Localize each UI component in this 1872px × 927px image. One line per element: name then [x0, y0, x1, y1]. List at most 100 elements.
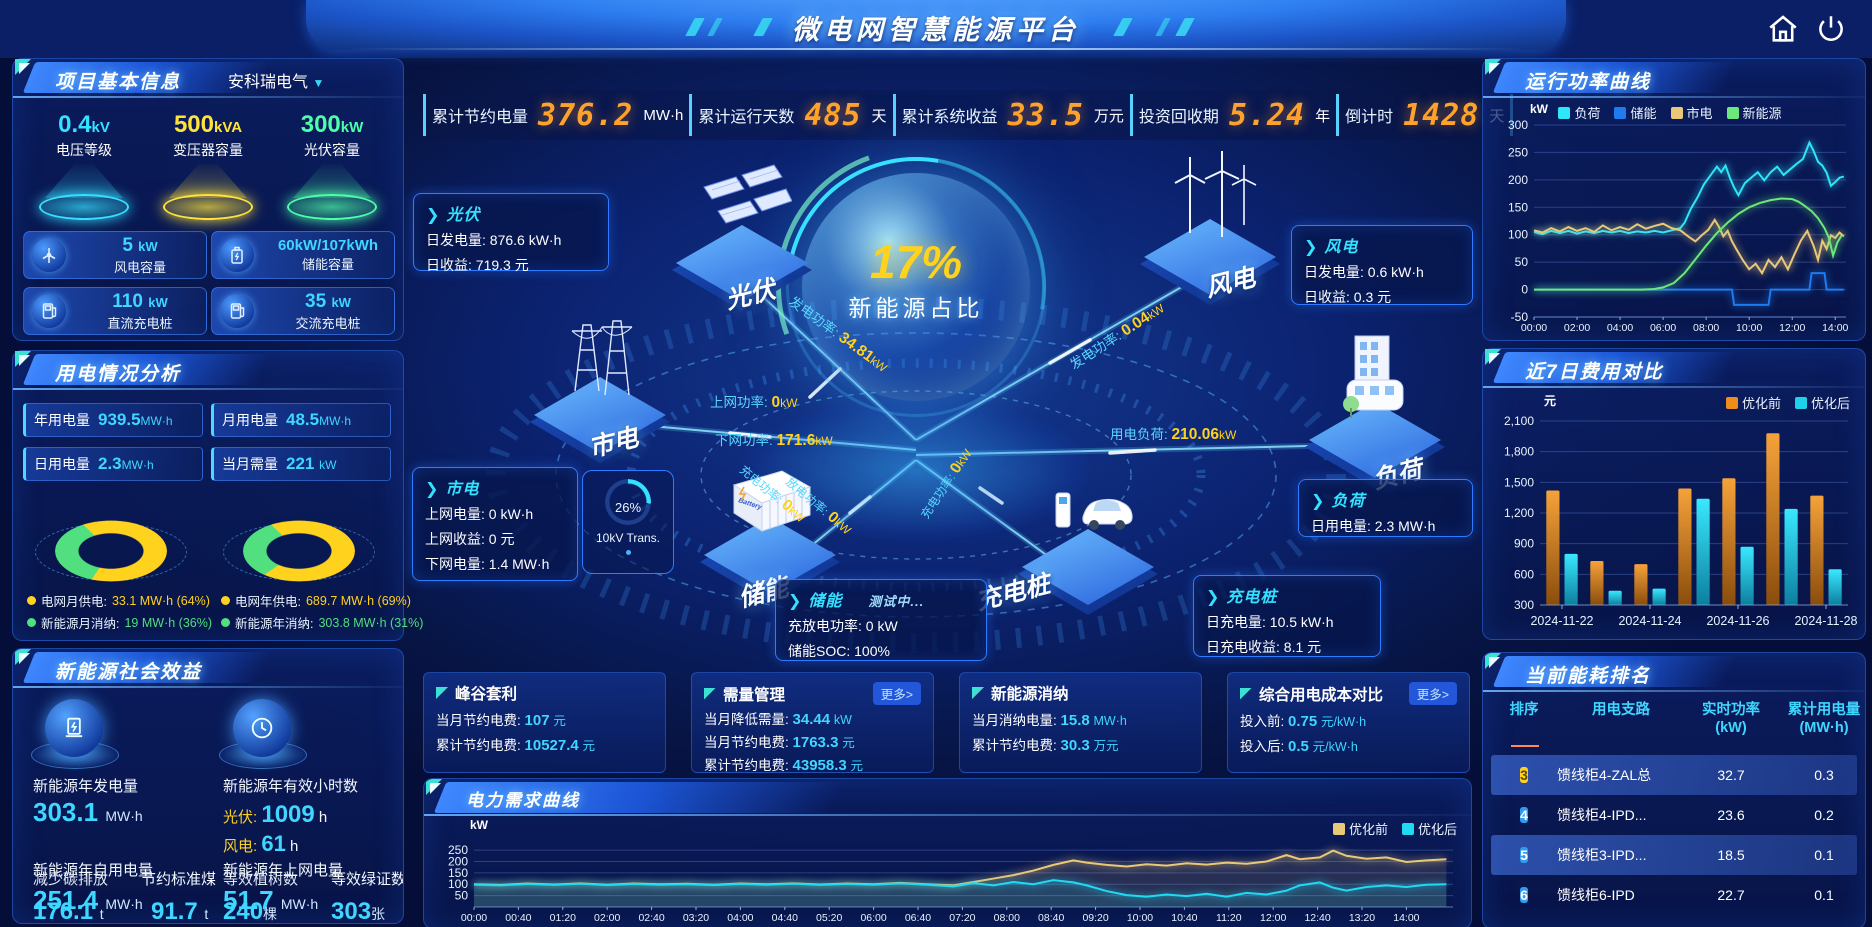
table-row[interactable]: 4 馈线柜4-IPD... 23.6 0.2 [1491, 795, 1857, 835]
stat-unit: MW·h [319, 414, 352, 428]
light-cone [293, 164, 371, 198]
stat-day-usage: 日用电量 2.3MW·h [23, 447, 203, 481]
table-row[interactable]: 5 馈线柜3-IPD... 18.5 0.1 [1491, 835, 1857, 876]
legend-month-grid: 电网月供电: 33.1 MW·h (64%) [27, 591, 210, 610]
power-icon[interactable] [1814, 12, 1848, 46]
pedestal-value: 0.4 [58, 111, 92, 138]
legend-dot [221, 596, 230, 605]
more-button[interactable]: 更多> [872, 682, 921, 705]
table-row[interactable]: 3 馈线柜4-ZAL总 32.7 0.3 [1491, 755, 1857, 796]
storage-info-box: ❯ 储能 测试中... 充放电功率: 0 kW 储能SOC: 100% [775, 579, 987, 661]
row-label: 日收益: [426, 257, 472, 273]
col-energy: 累计用电量 (MW·h) [1787, 702, 1861, 737]
benefit-cert-value: 303 [331, 898, 372, 924]
svg-text:300: 300 [1508, 118, 1528, 132]
panel-header: 电力需求曲线 [424, 779, 1471, 816]
row-label: 日发电量: [426, 232, 486, 248]
panel-energy-ranking: 当前能耗排名 排序 用电支路 实时功率 (kW) 累计用电量 (MW·h) 3 馈线… [1482, 652, 1866, 927]
branch-name: 馈线柜4-ZAL总 [1557, 767, 1652, 784]
row-unit: 元/kW·h [1312, 740, 1358, 754]
pedestal-pv-capacity: 300kW 光伏容量 [271, 111, 393, 220]
row-value: 876.6 kW·h [489, 232, 562, 248]
svg-text:2024-11-22: 2024-11-22 [1530, 614, 1593, 628]
row-label: 日发电量: [1304, 264, 1364, 280]
benefit-pv-key: 光伏: [223, 809, 258, 826]
branch-name: 馈线柜6-IPD [1557, 887, 1635, 904]
row-value: 10.5 kW·h [1269, 614, 1334, 630]
row-value: 0.5 [1288, 738, 1309, 755]
corner-icon [1485, 349, 1507, 371]
arrow-icon: ❯ [1311, 493, 1326, 510]
flow-label: 上网功率: [710, 395, 768, 410]
row-label: 累计节约电费: [436, 738, 521, 753]
donut-year [243, 520, 355, 582]
flow-value: 171.6 [776, 432, 816, 449]
svg-text:10:00: 10:00 [1127, 912, 1153, 924]
page-title: 微电网智慧能源平台 [792, 15, 1080, 45]
card-value: 110 [112, 290, 143, 312]
legend-value: 33.1 MW·h (64%) [111, 593, 210, 608]
svg-text:2024-11-26: 2024-11-26 [1706, 614, 1769, 628]
corner-icon [704, 687, 716, 700]
card-storage-capacity: 60kW/107kWh 储能容量 [211, 231, 395, 279]
ranking-table-header: 排序 用电支路 实时功率 (kW) 累计用电量 (MW·h) [1483, 691, 1865, 743]
card-title: 需量管理 [723, 686, 786, 704]
stat-value: 939.5 [98, 410, 141, 429]
flow-export-power: 上网功率: 0kW [710, 391, 797, 412]
benefit-gen-value: 303.1 [33, 797, 99, 827]
renewable-share-gauge: 17% 新能源占比 [729, 100, 1103, 474]
kpi-value: 33.5 [1007, 97, 1084, 133]
row-unit: 万元 [1093, 739, 1119, 753]
flow-value: 0 [771, 394, 781, 411]
svg-text:06:00: 06:00 [1650, 322, 1676, 334]
panel-header: 运行功率曲线 [1483, 59, 1865, 98]
kpi-label: 投资回收期 [1138, 109, 1219, 126]
wind-turbines-icon [1174, 151, 1257, 237]
row-value: 0 kW·h [488, 506, 534, 522]
row-value: 43958.3 [792, 757, 847, 774]
benefit-tree-unit: 棵 [263, 906, 278, 922]
row-label: 累计节约电费: [704, 758, 789, 773]
row-label: 当月消纳电量: [972, 713, 1057, 728]
svg-text:50: 50 [1515, 255, 1529, 269]
svg-text:12:00: 12:00 [1779, 322, 1805, 334]
kpi-label: 累计系统收益 [901, 109, 998, 126]
battery-container-icon: Battery [732, 470, 812, 532]
svg-text:150: 150 [1508, 200, 1528, 214]
benefit-gen-label: 新能源年发电量 [33, 778, 139, 795]
svg-text:09:20: 09:20 [1082, 912, 1108, 924]
card-title: 新能源消纳 [991, 686, 1069, 703]
svg-text:08:40: 08:40 [1038, 912, 1064, 924]
branch-name: 馈线柜3-IPD... [1557, 847, 1647, 864]
kpi-value: 485 [804, 97, 862, 133]
load-info-box: ❯ 负荷 日用电量: 2.3 MW·h [1298, 479, 1473, 537]
home-icon[interactable] [1766, 12, 1800, 46]
wind-info-box: ❯ 风电 日发电量: 0.6 kW·h 日收益: 0.3 元 [1291, 225, 1473, 305]
row-unit: kW [833, 713, 852, 727]
pedestal-voltage: 0.4kV 电压等级 [23, 111, 145, 220]
kpi-strip: 累计节约电量 376.2 MW·h 累计运行天数 485 天 累计系统收益 33… [423, 90, 1514, 140]
card-value: 5 [122, 234, 133, 256]
flow-import-power: 下网功率: 171.6kW [715, 429, 833, 450]
table-row[interactable]: 6 馈线柜6-IPD 22.7 0.1 [1491, 875, 1857, 915]
panel-header: 当前能耗排名 [1483, 653, 1865, 692]
svg-text:0: 0 [1521, 283, 1528, 297]
box-title: 储能 [808, 593, 843, 610]
benefit-wind-value: 61 [261, 831, 286, 856]
more-button[interactable]: 更多> [1408, 682, 1457, 705]
row-value: 2.3 MW·h [1374, 518, 1436, 534]
demand-curve-chart: 50 100 150 200 250 kW 00:00 00:40 01:20 02:00 02:4… [430, 817, 1465, 925]
kpi-unit: 万元 [1093, 107, 1124, 125]
svg-text:01:20: 01:20 [550, 912, 576, 924]
row-value: 0.75 [1288, 713, 1318, 730]
row-value: 0.3 元 [1353, 289, 1392, 305]
realtime-power: 32.7 [1717, 767, 1745, 784]
kpi-saved-energy: 累计节约电量 376.2 MW·h [423, 94, 689, 136]
flow-unit: kW [1218, 428, 1237, 442]
kpi-unit: 天 [871, 107, 887, 125]
row-label: 日收益: [1304, 289, 1350, 305]
kpi-label: 倒计时 [1345, 109, 1394, 126]
company-dropdown[interactable]: 安科瑞电气 ▼ [228, 68, 324, 92]
svg-text:00:40: 00:40 [505, 912, 531, 924]
stat-label: 年用电量 [34, 412, 90, 428]
